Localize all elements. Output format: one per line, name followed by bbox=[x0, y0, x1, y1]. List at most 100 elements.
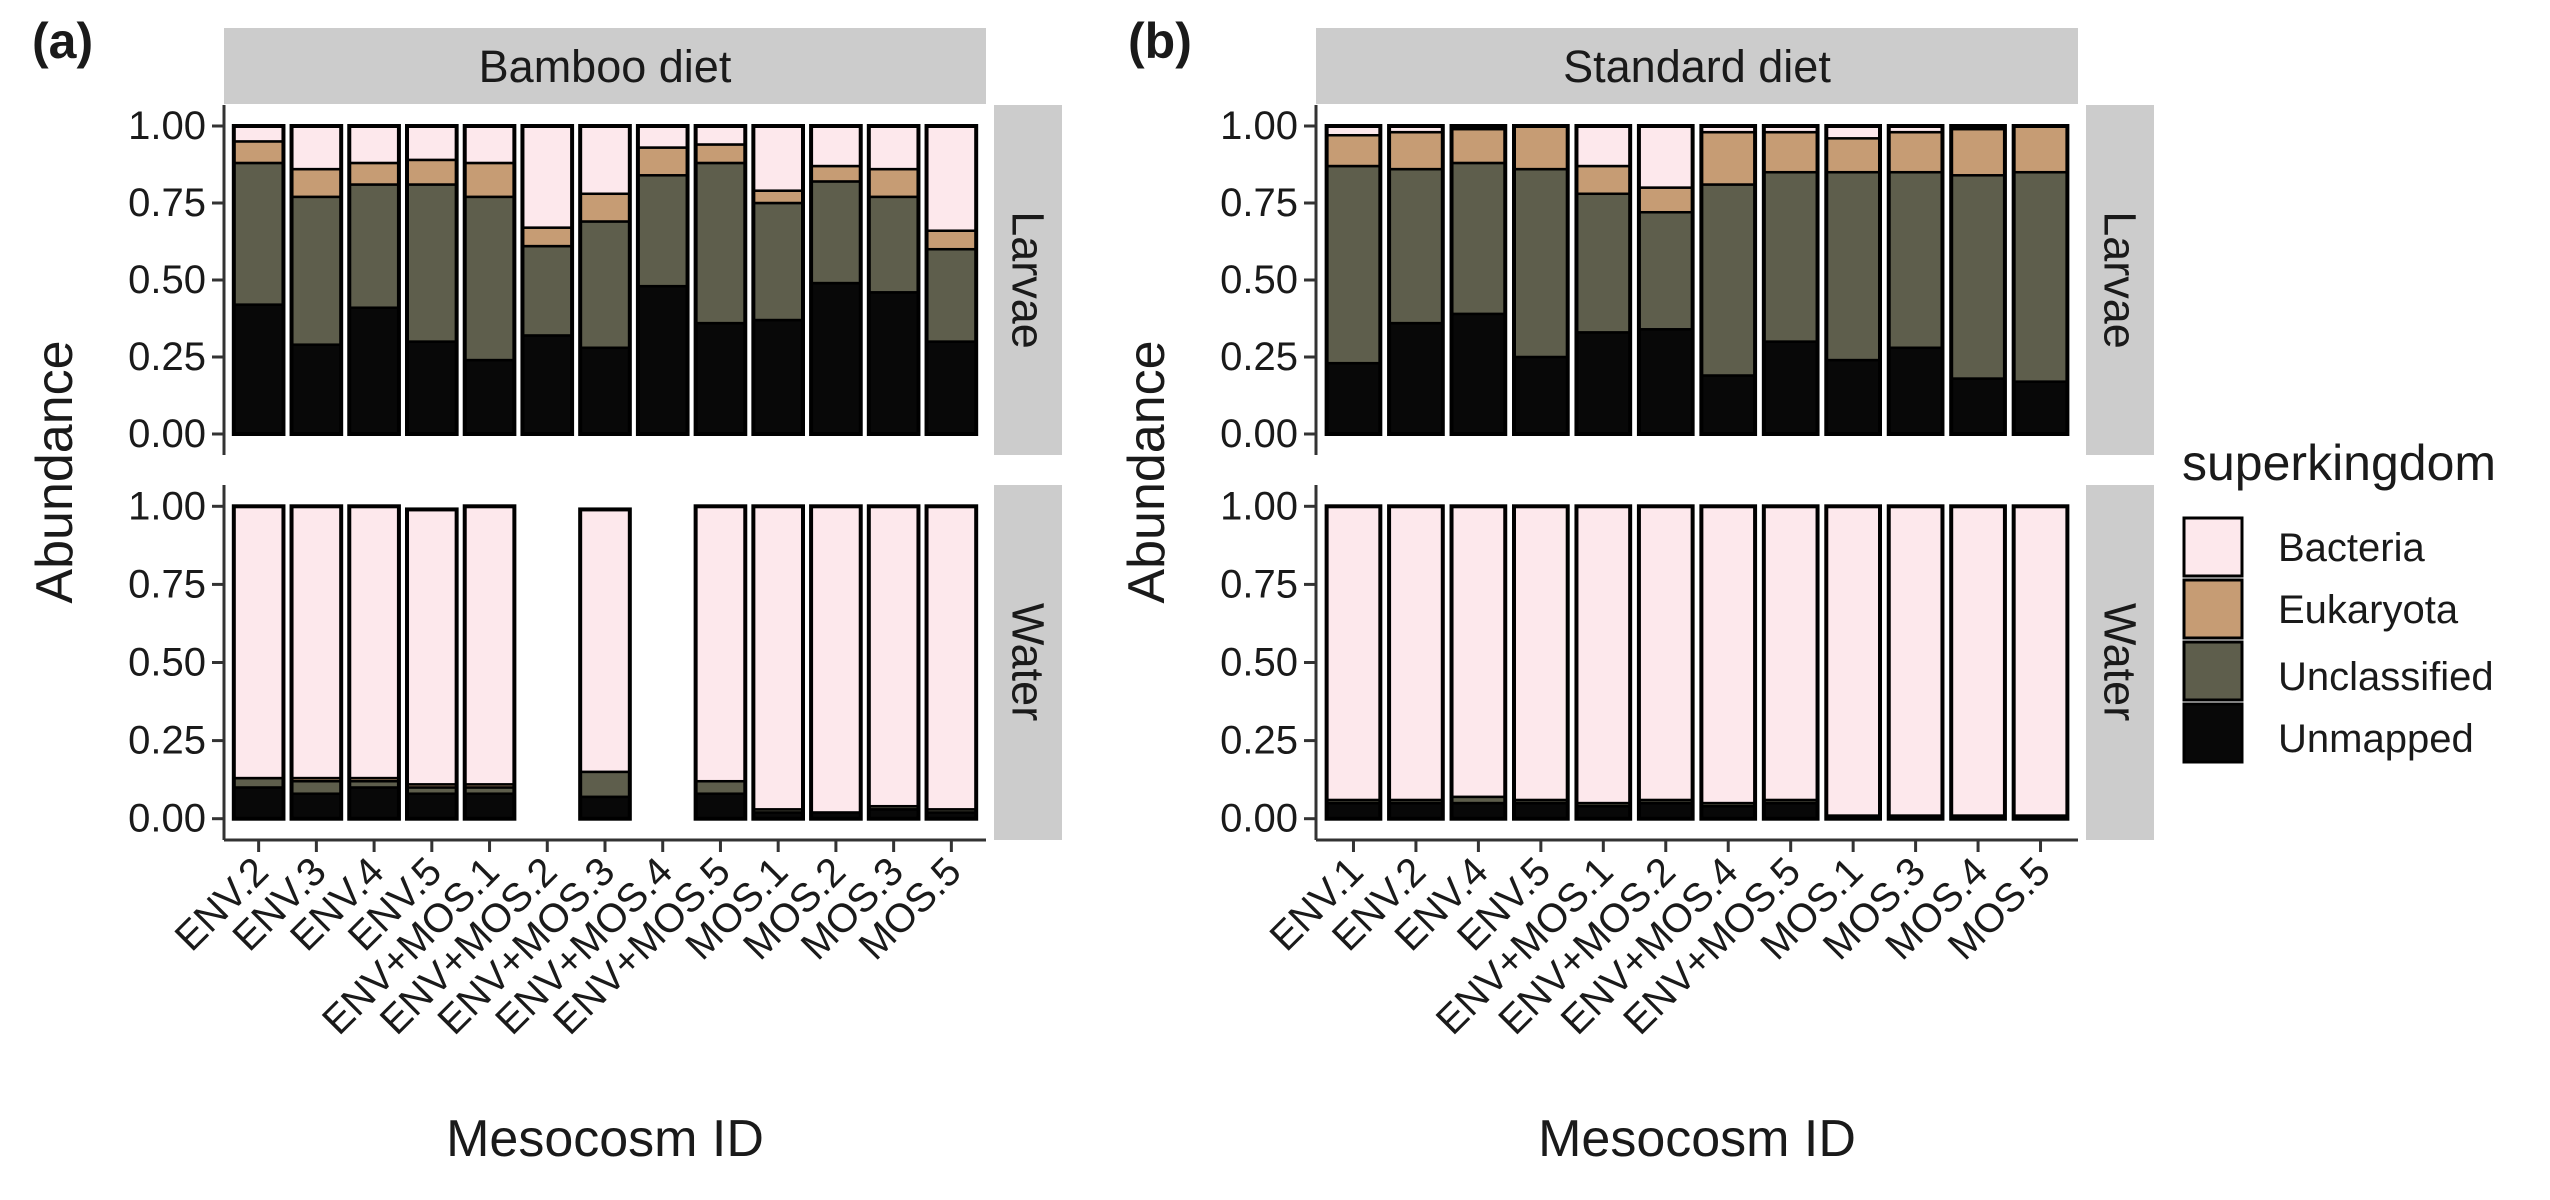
panel-0-facet-0-ytick-label-2: 0.50 bbox=[128, 258, 206, 302]
bar-1-0-3-eukaryota bbox=[1512, 124, 1569, 171]
bar-outline-1-0-1 bbox=[1387, 124, 1445, 436]
bar-1-0-1-eukaryota bbox=[1387, 130, 1445, 171]
bar-outline-0-0-2 bbox=[347, 124, 401, 436]
bar-1-0-4-unmapped bbox=[1575, 331, 1632, 436]
bar-1-0-9-eukaryota bbox=[1887, 130, 1944, 174]
legend-label-bacteria: Bacteria bbox=[2278, 526, 2425, 570]
bar-1-1-11-bacteria bbox=[2012, 505, 2069, 817]
bar-0-0-2-unmapped bbox=[348, 306, 401, 436]
bar-0-0-7-eukaryota bbox=[636, 146, 689, 177]
bar-1-0-10-unmapped bbox=[1949, 377, 2007, 436]
bar-0-1-8-bacteria bbox=[694, 505, 747, 783]
bar-outline-1-0-10 bbox=[1949, 124, 2007, 436]
bar-0-0-9-eukaryota bbox=[752, 189, 805, 205]
panel-1-facet-1-ytick-label-4: 1.00 bbox=[1220, 484, 1298, 528]
bar-outline-0-1-9 bbox=[751, 504, 806, 821]
bar-0-1-8-unmapped bbox=[694, 792, 747, 820]
bar-1-1-8-bacteria bbox=[1825, 505, 1882, 817]
legend-label-unmapped: Unmapped bbox=[2278, 717, 2474, 761]
bar-0-0-1-eukaryota bbox=[290, 167, 343, 199]
bar-outline-0-1-0 bbox=[231, 504, 286, 821]
bar-outline-1-1-10 bbox=[1949, 504, 2007, 821]
panel-a-row-label-water: Water bbox=[1003, 603, 1054, 721]
bar-0-1-1-bacteria bbox=[290, 505, 343, 780]
bar-0-0-8-unmapped bbox=[694, 321, 747, 436]
bar-outline-1-1-11 bbox=[2011, 504, 2070, 821]
legend-swatch-bacteria bbox=[2182, 516, 2244, 578]
bar-0-0-9-bacteria bbox=[752, 124, 805, 192]
bar-outline-0-1-8 bbox=[693, 504, 748, 821]
panel-b-title: Standard diet bbox=[1563, 41, 1831, 92]
bar-0-0-11-unmapped bbox=[867, 291, 920, 436]
bar-0-0-6-unclassified bbox=[578, 220, 632, 350]
bar-0-1-9-bacteria bbox=[752, 505, 805, 811]
bar-1-1-0-bacteria bbox=[1325, 505, 1382, 802]
bar-1-0-4-bacteria bbox=[1575, 124, 1632, 168]
bar-1-0-0-eukaryota bbox=[1325, 133, 1382, 168]
panel-1-facet-0-ytick-label-2: 0.50 bbox=[1220, 258, 1298, 302]
bar-1-0-7-unmapped bbox=[1762, 340, 1819, 436]
bar-outline-0-0-11 bbox=[866, 124, 921, 436]
bar-1-1-6-bacteria bbox=[1700, 505, 1757, 805]
bar-outline-0-0-6 bbox=[578, 124, 632, 436]
bar-0-0-12-bacteria bbox=[925, 124, 978, 232]
bar-outline-1-1-4 bbox=[1574, 504, 1633, 821]
bar-0-0-1-unmapped bbox=[290, 343, 343, 436]
bar-outline-1-1-8 bbox=[1824, 504, 1883, 821]
bar-0-0-6-eukaryota bbox=[578, 192, 632, 223]
bar-0-1-8-unclassified bbox=[694, 779, 747, 795]
bar-1-1-9-bacteria bbox=[1887, 505, 1944, 817]
panel-0-facet-0-ytick-label-1: 0.25 bbox=[128, 335, 206, 379]
bar-outline-1-0-3 bbox=[1511, 124, 1570, 436]
bar-0-0-10-unmapped bbox=[809, 281, 862, 436]
bar-1-1-3-unmapped bbox=[1512, 801, 1569, 820]
bar-0-0-10-eukaryota bbox=[809, 164, 862, 183]
bar-outline-1-0-8 bbox=[1824, 124, 1883, 436]
bar-0-1-1-unclassified bbox=[290, 779, 343, 795]
panel-b-xlabel: Mesocosm ID bbox=[1538, 1110, 1856, 1168]
bar-outline-0-0-1 bbox=[289, 124, 344, 436]
bar-outline-1-1-3 bbox=[1511, 504, 1570, 821]
bar-0-0-12-eukaryota bbox=[925, 229, 978, 251]
bar-0-1-3-unmapped bbox=[405, 792, 458, 820]
bar-0-1-10-bacteria bbox=[809, 505, 862, 814]
bar-1-1-1-bacteria bbox=[1387, 505, 1445, 802]
bar-0-0-9-unmapped bbox=[752, 318, 805, 436]
bar-0-0-6-bacteria bbox=[578, 124, 632, 196]
bar-0-0-5-bacteria bbox=[521, 124, 574, 229]
bar-0-1-0-unclassified bbox=[232, 776, 285, 789]
bar-outline-0-1-4 bbox=[462, 504, 517, 821]
bar-outline-1-0-4 bbox=[1574, 124, 1633, 436]
bar-1-0-6-unclassified bbox=[1700, 183, 1757, 377]
bar-1-0-0-unmapped bbox=[1325, 361, 1382, 436]
bar-1-0-3-unclassified bbox=[1512, 167, 1569, 359]
bar-outline-0-0-8 bbox=[693, 124, 748, 436]
bar-0-0-5-eukaryota bbox=[521, 226, 574, 248]
bar-0-0-4-unclassified bbox=[463, 195, 516, 362]
bar-0-0-0-unmapped bbox=[232, 303, 285, 436]
bar-outline-0-1-6 bbox=[578, 507, 632, 821]
bar-1-0-6-eukaryota bbox=[1700, 130, 1757, 186]
bar-1-0-7-eukaryota bbox=[1762, 130, 1819, 174]
bar-1-1-5-bacteria bbox=[1637, 505, 1694, 802]
panel-b-ylabel: Abundance bbox=[1118, 340, 1176, 603]
bar-0-1-6-unmapped bbox=[578, 795, 632, 820]
bar-1-0-5-eukaryota bbox=[1637, 186, 1694, 214]
bar-outline-0-0-4 bbox=[462, 124, 517, 436]
bar-0-0-1-bacteria bbox=[290, 124, 343, 171]
bar-1-0-4-eukaryota bbox=[1575, 164, 1632, 196]
bar-outline-0-0-0 bbox=[231, 124, 286, 436]
bar-outline-1-0-2 bbox=[1449, 124, 1508, 436]
panel-b-strip bbox=[1316, 28, 2078, 104]
panel-a-row-label-larvae: Larvae bbox=[1003, 211, 1054, 349]
bar-1-0-5-unmapped bbox=[1637, 328, 1694, 436]
panel-1-facet-0-ytick-label-4: 1.00 bbox=[1220, 104, 1298, 148]
bar-0-0-0-bacteria bbox=[232, 124, 285, 143]
bar-outline-0-1-2 bbox=[347, 504, 401, 821]
bar-outline-1-0-0 bbox=[1324, 124, 1383, 436]
bar-1-0-7-unclassified bbox=[1762, 170, 1819, 343]
bar-1-0-11-eukaryota bbox=[2012, 124, 2069, 174]
bar-outline-1-1-7 bbox=[1761, 504, 1820, 821]
bar-1-0-5-bacteria bbox=[1637, 124, 1694, 189]
